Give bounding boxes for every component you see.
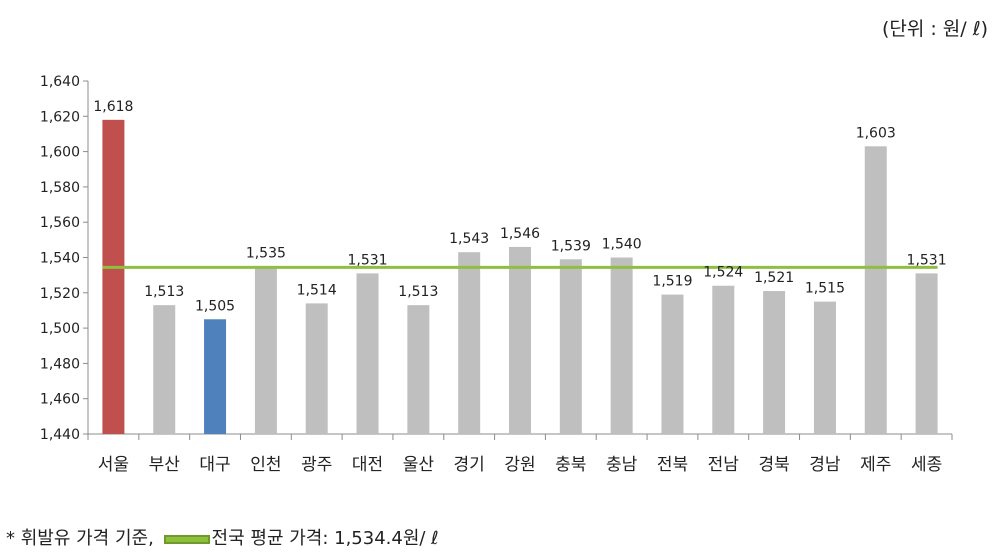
data-label: 1,539 <box>551 238 591 254</box>
bar-chart: 1,440 1,460 1,480 1,500 1,520 1,540 1,560 1,580… <box>40 74 953 475</box>
y-tick-label: 1,640 <box>40 74 80 90</box>
y-tick-label: 1,520 <box>40 286 80 302</box>
x-category-label: 인천 <box>250 455 281 475</box>
x-category-label: 경남 <box>809 455 841 475</box>
x-category-label: 충남 <box>606 455 638 475</box>
y-tick-label: 1,540 <box>40 251 80 267</box>
footnote-prefix: * 휘발유 가격 기준, <box>6 528 154 549</box>
data-label: 1,521 <box>754 270 794 286</box>
data-label: 1,524 <box>703 265 743 281</box>
x-category-label: 세종 <box>911 455 942 475</box>
data-label: 1,618 <box>93 99 133 115</box>
bar-16 <box>864 146 887 434</box>
data-label: 1,514 <box>297 282 337 298</box>
data-label: 1,540 <box>602 237 642 253</box>
bar-6 <box>356 273 379 434</box>
data-label: 1,513 <box>398 284 438 300</box>
y-tick-label: 1,460 <box>40 392 80 408</box>
bar-5 <box>305 303 328 434</box>
chart-axes: 1,440 1,460 1,480 1,500 1,520 1,540 1,560 1,580… <box>40 74 953 443</box>
bar-11 <box>610 257 633 434</box>
chart-labels: 1,618 서울 1,513 부산 1,505 대구 1,535 인천 1,514 광주 1,531… <box>93 99 946 475</box>
bar-7 <box>407 305 430 434</box>
bar-8 <box>458 252 481 434</box>
legend-label-average: 전국 평균 가격: 1,534.4원/ ℓ <box>211 528 439 549</box>
data-label: 1,513 <box>144 284 184 300</box>
x-category-label: 서울 <box>98 455 129 475</box>
bar-9 <box>509 246 531 434</box>
data-label: 1,603 <box>856 125 896 141</box>
x-category-label: 대구 <box>199 455 230 475</box>
data-label: 1,531 <box>347 252 387 268</box>
x-category-label: 광주 <box>301 455 332 475</box>
y-tick-label: 1,500 <box>40 321 80 337</box>
data-label: 1,519 <box>652 274 692 290</box>
y-tick-label: 1,440 <box>40 427 80 443</box>
x-category-label: 부산 <box>149 455 181 475</box>
bar-13 <box>712 285 735 434</box>
bar-17 <box>915 273 938 434</box>
x-category-label: 대전 <box>352 455 383 475</box>
data-label: 1,515 <box>805 281 845 297</box>
y-tick-label: 1,480 <box>40 356 80 372</box>
x-category-label: 전북 <box>657 455 688 475</box>
x-category-label: 제주 <box>860 455 891 475</box>
bar-15 <box>813 301 836 434</box>
bar-3 <box>204 319 227 434</box>
chart-bars <box>102 119 938 434</box>
data-label: 1,546 <box>500 226 540 242</box>
bar-2 <box>153 305 176 434</box>
unit-label: (단위 : 원/ ℓ) <box>881 18 988 40</box>
bar-4 <box>254 266 277 434</box>
bar-10 <box>559 259 582 434</box>
x-category-label: 강원 <box>504 455 535 475</box>
x-category-label: 전남 <box>708 455 740 475</box>
footnote: * 휘발유 가격 기준, 전국 평균 가격: 1,534.4원/ ℓ <box>6 524 439 550</box>
y-tick-label: 1,580 <box>40 180 80 196</box>
y-tick-label: 1,620 <box>40 109 80 125</box>
x-category-label: 경북 <box>758 455 789 475</box>
y-tick-label: 1,600 <box>40 145 80 161</box>
data-label: 1,531 <box>907 252 947 268</box>
x-category-label: 충북 <box>555 455 586 475</box>
bar-12 <box>661 294 684 434</box>
bar-14 <box>763 291 786 434</box>
bar-1 <box>102 119 125 434</box>
data-label: 1,543 <box>449 231 489 247</box>
legend-swatch-average <box>163 534 210 544</box>
x-category-label: 경기 <box>454 455 485 475</box>
data-label: 1,505 <box>195 298 235 314</box>
data-label: 1,535 <box>246 245 286 261</box>
x-category-label: 울산 <box>403 455 435 475</box>
y-tick-label: 1,560 <box>40 215 80 231</box>
